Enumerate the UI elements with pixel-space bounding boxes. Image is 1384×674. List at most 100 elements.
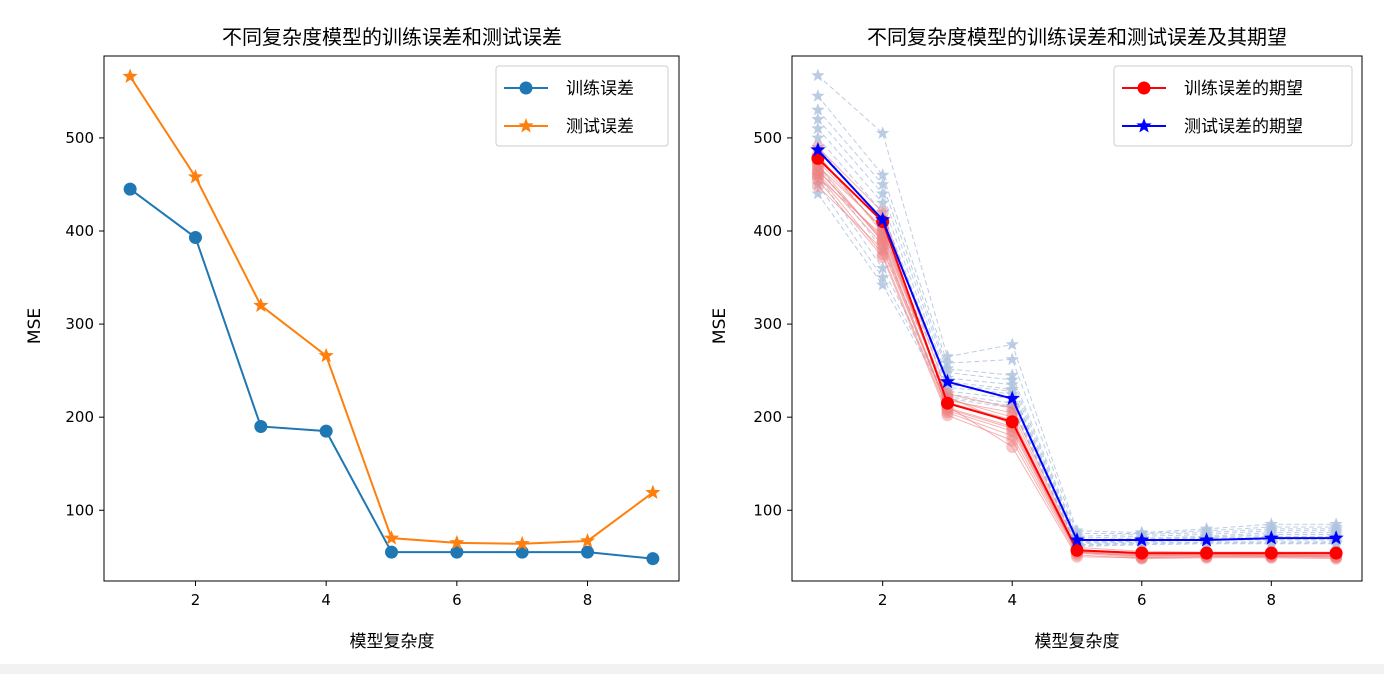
- left-series-0-point-8: [646, 552, 660, 566]
- right-train-run-7-point-0: [811, 167, 824, 180]
- right-train-run-line-9: [817, 146, 1337, 553]
- right-test-run-line-4: [817, 128, 1337, 541]
- right-test-run-line-1: [817, 95, 1337, 535]
- left-series-0-line: [129, 188, 653, 560]
- right-test-run-2-point-1: [876, 177, 890, 191]
- right-series-1-point-6: [1198, 532, 1215, 547]
- right-y-tick-label-1: 200: [753, 408, 782, 426]
- right-train-run-line-11: [817, 169, 1337, 557]
- left-chart-panel: 不同复杂度模型的训练误差和测试误差 模型复杂度 MSE 2 4 6 8 100 200 30…: [25, 25, 680, 652]
- left-series-1-point-8: [645, 484, 661, 500]
- right-series-1-point-7: [1263, 530, 1279, 545]
- right-train-run-line-1: [817, 164, 1337, 558]
- left-x-tick-label-3: 8: [583, 591, 593, 609]
- left-axes-frame: [103, 55, 680, 582]
- right-test-run-11-point-1: [876, 277, 890, 291]
- right-test-run-3-point-0: [811, 112, 825, 125]
- right-plot-area: 2 4 6 8 100 200 300 400 500: [753, 55, 1363, 609]
- right-test-run-0-point-3: [1005, 337, 1019, 351]
- right-series-1-point-1: [875, 211, 891, 227]
- right-x-tick-label-3: 8: [1267, 591, 1277, 609]
- left-series-0-point-2: [254, 419, 268, 433]
- right-x-axis-label: 模型复杂度: [1035, 632, 1120, 652]
- left-series-1-point-0: [122, 68, 138, 83]
- right-legend-box: [1113, 65, 1353, 147]
- right-series-0-point-3: [1005, 415, 1019, 429]
- right-axes-frame: [791, 55, 1363, 582]
- right-test-run-line-7: [817, 156, 1337, 544]
- left-y-tick-label-4: 500: [65, 129, 94, 147]
- left-y-tick-label-2: 300: [65, 315, 94, 333]
- right-legend-marker-test: [1136, 118, 1152, 133]
- left-legend-marker-test: [518, 118, 534, 133]
- right-train-run-11-point-0: [811, 163, 824, 176]
- left-y-tick-label-1: 200: [65, 408, 94, 426]
- right-train-run-4-point-0: [811, 180, 824, 193]
- right-y-tick-label-2: 300: [753, 315, 782, 333]
- left-series-0-point-7: [581, 545, 595, 559]
- right-test-run-line-3: [817, 118, 1337, 539]
- left-series-0-point-5: [450, 545, 464, 559]
- left-series-1-point-1: [187, 169, 204, 184]
- right-series-1-point-5: [1134, 532, 1150, 547]
- right-test-run-line-6: [817, 146, 1337, 543]
- left-y-tick-label-0: 100: [65, 501, 94, 519]
- right-series-1-point-4: [1069, 532, 1085, 547]
- left-legend-marker-train: [519, 81, 533, 95]
- bottom-band: [0, 664, 1384, 674]
- right-test-run-11-point-3: [1005, 400, 1019, 414]
- right-series-0-line: [817, 157, 1337, 555]
- right-test-run-line-5: [817, 137, 1337, 542]
- right-series-1-point-3: [1004, 390, 1020, 406]
- right-test-run-2-point-0: [811, 102, 825, 116]
- left-legend: 训练误差 测试误差: [495, 65, 669, 147]
- left-x-axis-label: 模型复杂度: [350, 632, 435, 652]
- right-train-run-3-point-2: [941, 409, 954, 422]
- left-series-1-point-2: [253, 297, 269, 312]
- right-series-0-point-5: [1135, 546, 1149, 560]
- left-x-tick-label-1: 4: [321, 591, 331, 609]
- right-train-run-line-10: [817, 165, 1337, 556]
- right-test-run-1-point-0: [811, 89, 825, 102]
- left-legend-label-test: 测试误差: [566, 117, 634, 137]
- right-test-run-line-8: [817, 165, 1337, 545]
- right-y-tick-label-4: 500: [753, 129, 782, 147]
- right-test-run-3-point-1: [876, 186, 890, 200]
- right-train-run-line-2: [817, 174, 1337, 559]
- right-test-run-11-point-5: [1135, 537, 1149, 551]
- right-test-run-0-point-0: [811, 68, 825, 82]
- right-train-run-3-point-1: [876, 251, 889, 264]
- right-series-0-point-8: [1329, 546, 1343, 560]
- left-series-1-point-4: [383, 530, 400, 545]
- left-series-0-point-3: [319, 424, 333, 438]
- left-series-1-point-5: [449, 534, 465, 550]
- right-test-run-0-point-1: [876, 126, 890, 139]
- right-test-run-10-point-0: [811, 177, 825, 191]
- right-legend-marker-train: [1137, 81, 1151, 95]
- left-series-1-point-3: [318, 347, 334, 363]
- left-y-axis-label: MSE: [25, 308, 45, 344]
- right-chart-title: 不同复杂度模型的训练误差和测试误差及其期望: [867, 25, 1287, 49]
- right-test-run-11-point-7: [1264, 536, 1278, 550]
- right-test-run-9-point-1: [876, 261, 890, 274]
- left-series-0-point-1: [188, 231, 202, 245]
- right-test-run-11-point-8: [1329, 536, 1343, 550]
- right-legend-label-test: 测试误差的期望: [1184, 117, 1303, 137]
- right-train-run-line-3: [817, 179, 1337, 560]
- left-series-1-point-7: [579, 532, 596, 548]
- right-train-run-line-4: [817, 185, 1337, 559]
- right-test-run-9-point-0: [811, 168, 825, 181]
- right-y-tick-label-0: 100: [753, 501, 782, 519]
- right-test-run-10-point-1: [876, 270, 890, 284]
- right-series-1-line: [817, 149, 1337, 542]
- left-plot-area: 2 4 6 8 100 200 300 400 500: [65, 55, 680, 609]
- left-series-1-point-6: [514, 535, 530, 551]
- left-series-0-point-6: [515, 545, 529, 559]
- right-x-tick-label-1: 4: [1007, 591, 1017, 609]
- right-legend: 训练误差的期望 测试误差的期望: [1113, 65, 1353, 147]
- right-train-run-line-0: [817, 154, 1337, 557]
- right-y-axis-label: MSE: [710, 308, 730, 344]
- right-series-1-point-2: [939, 373, 956, 389]
- right-train-run-4-point-3: [1006, 440, 1019, 453]
